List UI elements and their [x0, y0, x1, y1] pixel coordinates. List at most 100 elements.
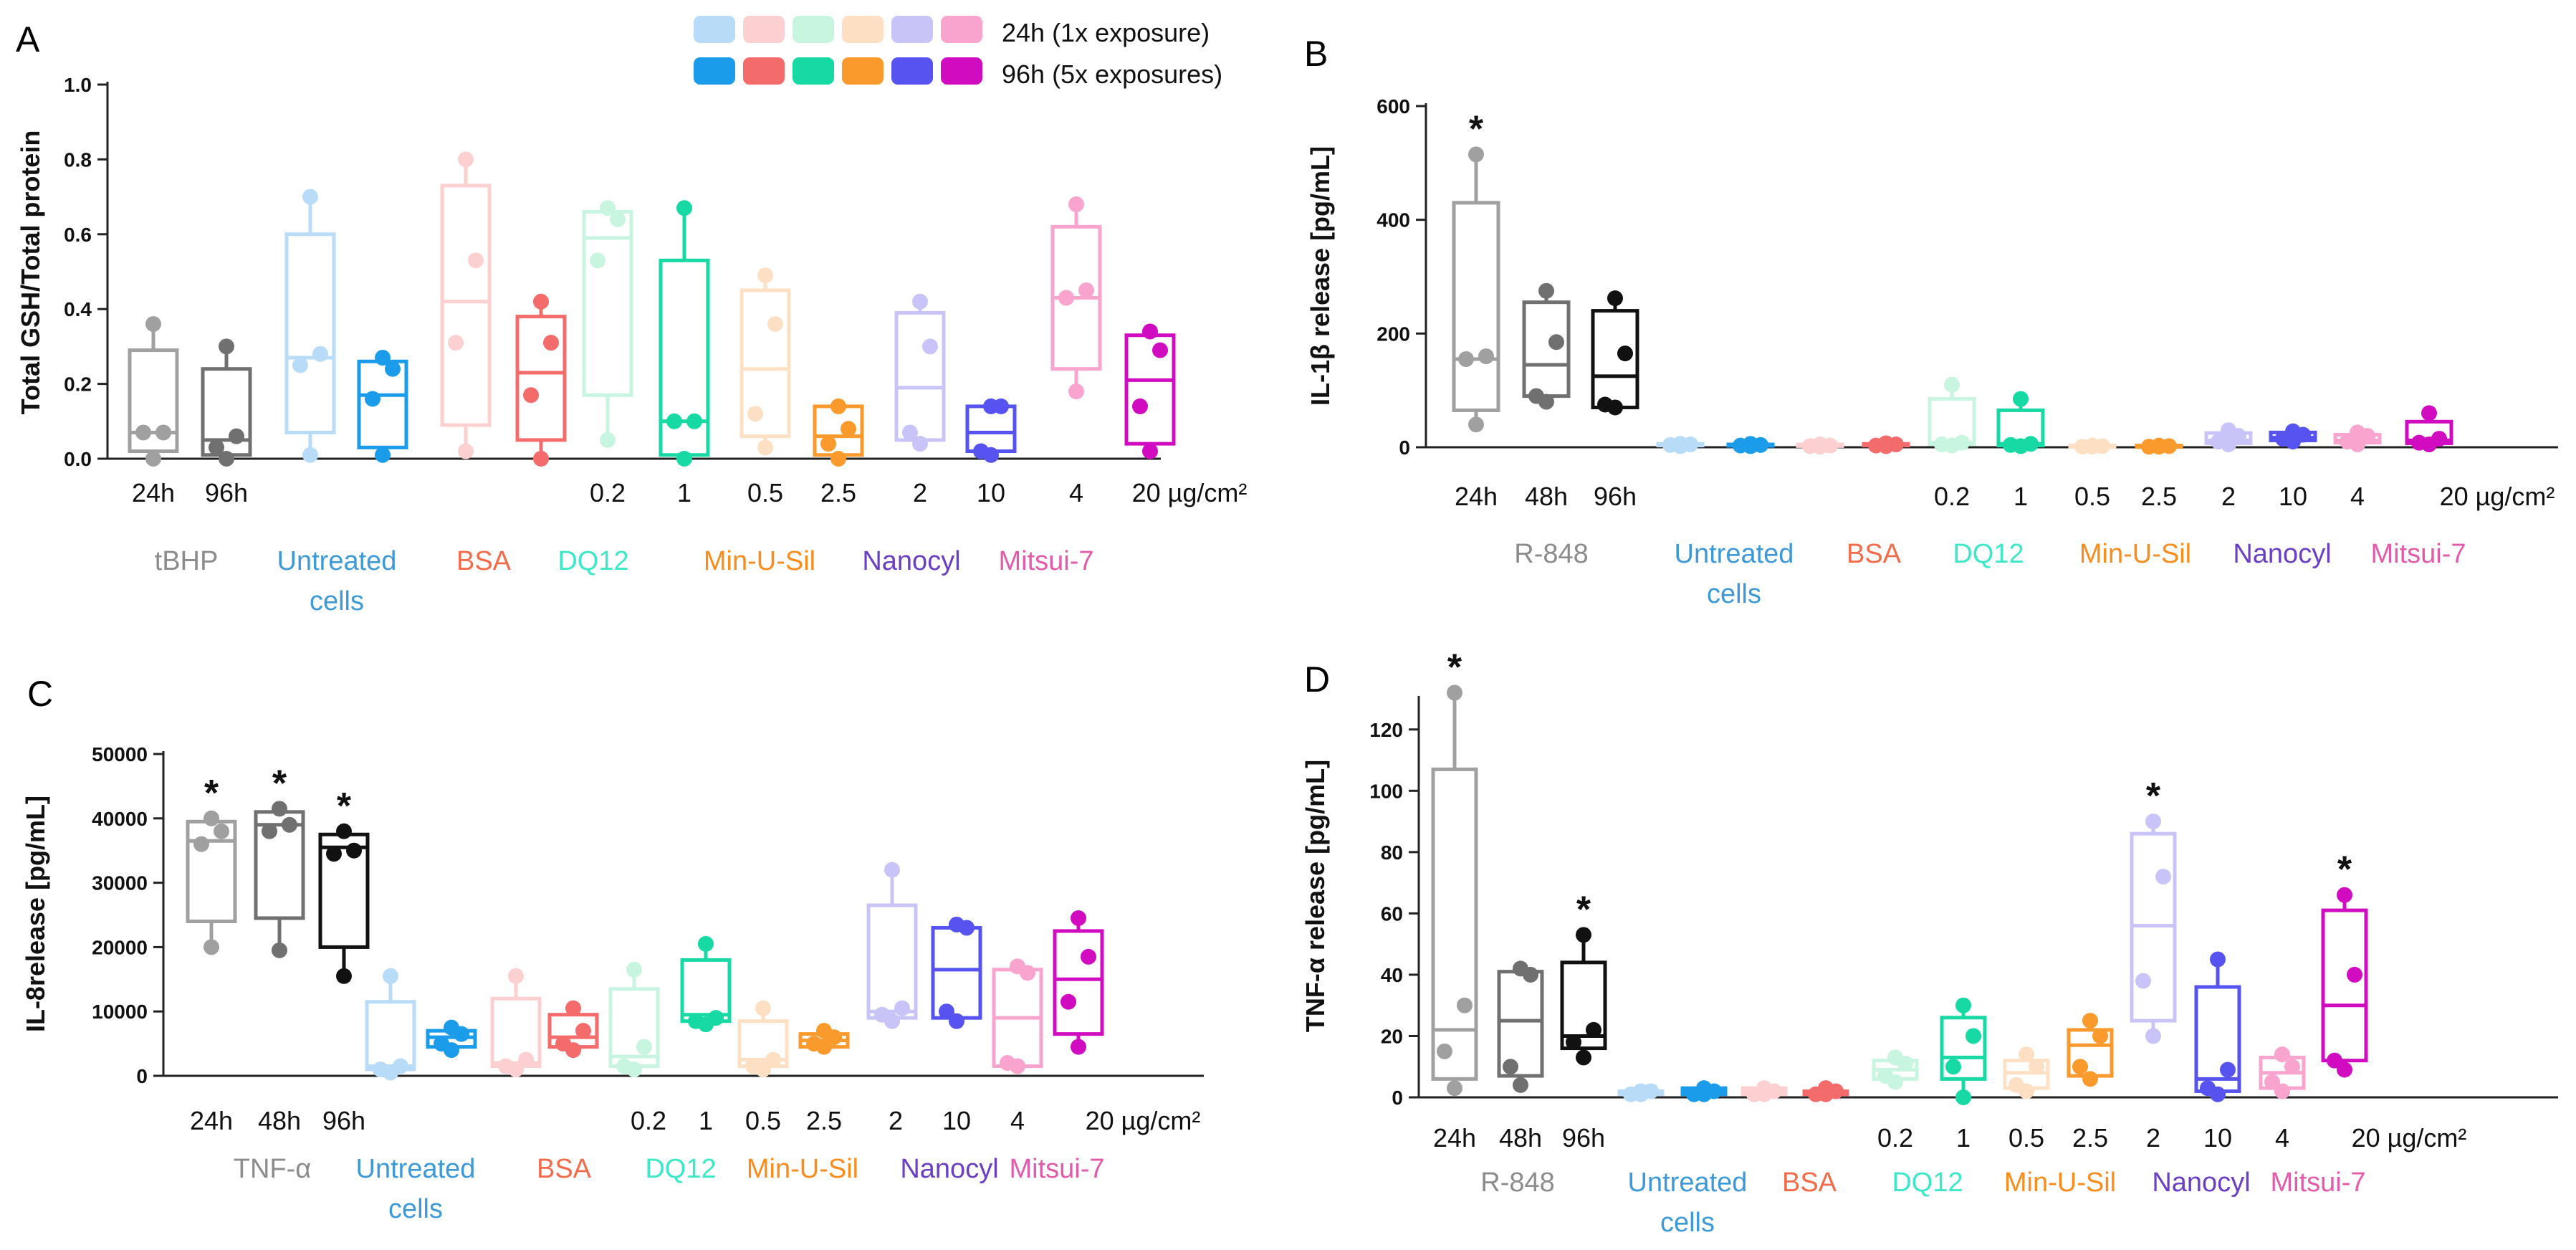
data-point	[922, 338, 938, 355]
legend-swatch-96h	[793, 57, 834, 85]
x-tick-label: 10	[977, 478, 1005, 507]
y-tick-label: 20000	[92, 936, 148, 958]
x-tick-label: 2.5	[2072, 1123, 2108, 1153]
data-point	[1617, 345, 1633, 362]
data-point	[1743, 438, 1758, 454]
data-point	[676, 451, 692, 467]
legend-swatch-96h	[743, 57, 785, 85]
box-plot	[2204, 422, 2253, 453]
x-tick-label: 10	[2203, 1123, 2232, 1153]
group-label: Mitsui-7	[2370, 539, 2466, 569]
significance-star: *	[1469, 108, 1484, 150]
x-tick-label: 0.5	[2008, 1123, 2044, 1153]
data-point	[444, 1042, 459, 1059]
data-point	[959, 920, 975, 936]
data-point	[2013, 391, 2029, 407]
group-label: Nanocyl	[900, 1154, 998, 1184]
data-point	[2210, 1086, 2226, 1102]
box-plot	[1617, 1083, 1665, 1102]
data-point	[2285, 434, 2301, 450]
data-point	[2221, 436, 2236, 453]
data-point	[543, 335, 559, 351]
data-point	[2019, 1083, 2034, 1099]
data-point	[1955, 1089, 1971, 1105]
x-tick-label: 4	[2275, 1123, 2289, 1153]
x-tick-label: 4	[2350, 482, 2365, 511]
group-label: Min-U-Sil	[747, 1154, 858, 1184]
group-label: DQ12	[557, 546, 628, 576]
data-point	[1503, 1059, 1518, 1075]
box-rect	[739, 288, 791, 439]
group-label: cells	[310, 586, 364, 616]
box-plot	[128, 316, 179, 467]
data-point	[2274, 1046, 2290, 1063]
data-point	[468, 252, 484, 269]
legend-row-24h	[694, 16, 982, 43]
data-point	[204, 810, 219, 826]
significance-star: *	[2146, 776, 2161, 817]
box-plot	[1862, 435, 1910, 454]
box-plot	[2068, 437, 2117, 455]
data-point	[912, 293, 928, 310]
box-plot	[1928, 376, 1976, 454]
data-point	[1586, 1021, 1601, 1038]
box-plot	[2194, 951, 2241, 1102]
legend-row-96h	[694, 57, 982, 85]
x-tick-label: 20 µg/cm²	[2352, 1123, 2467, 1153]
y-tick-label: 30000	[92, 872, 148, 894]
data-point	[1548, 334, 1564, 350]
data-point	[626, 1061, 642, 1078]
y-tick-label: 400	[1376, 209, 1410, 232]
data-point	[1060, 993, 1076, 1010]
box-rect	[680, 958, 732, 1024]
data-point	[272, 942, 287, 958]
data-point	[282, 816, 297, 833]
data-point	[1955, 997, 1971, 1013]
data-point	[518, 1051, 534, 1068]
box-plot	[440, 151, 492, 459]
y-tick-label: 0.2	[64, 373, 92, 396]
data-point	[1457, 997, 1473, 1013]
data-point	[1538, 282, 1554, 299]
y-tick-label: 0	[136, 1065, 148, 1087]
x-tick-label: 24h	[190, 1106, 233, 1135]
data-point	[949, 1013, 964, 1029]
data-point	[2337, 887, 2352, 903]
data-point	[2274, 1083, 2290, 1099]
legend-label-24h: 24h (1x exposure)	[1002, 18, 1210, 47]
data-point	[272, 801, 287, 817]
x-tick-label: 0.5	[2074, 482, 2110, 511]
data-point	[385, 361, 401, 377]
data-point	[912, 436, 928, 452]
data-point	[2013, 438, 2029, 454]
x-tick-label: 2	[889, 1106, 903, 1135]
box-rect	[201, 367, 252, 457]
data-point	[2029, 1059, 2044, 1075]
data-point	[375, 350, 391, 366]
significance-star: *	[1576, 889, 1591, 930]
box-plot	[1050, 196, 1102, 400]
box-plot	[1452, 146, 1500, 433]
box-plot	[894, 293, 946, 452]
data-point	[533, 451, 549, 467]
group-label: tBHP	[155, 546, 219, 576]
group-label: Nanocyl	[862, 546, 960, 576]
x-tick-label: 48h	[1499, 1123, 1542, 1153]
data-point	[600, 200, 616, 216]
y-tick-label: 0.6	[64, 224, 92, 246]
box-plot	[1796, 436, 1844, 455]
data-point	[1607, 399, 1623, 416]
group-label: BSA	[1782, 1168, 1837, 1198]
box-plot	[201, 338, 252, 467]
data-point	[292, 357, 308, 373]
box-plot	[2130, 814, 2177, 1044]
data-point	[2155, 869, 2171, 885]
data-point	[1068, 196, 1084, 213]
box-plot	[2135, 437, 2183, 455]
x-tick-label: 24h	[1433, 1123, 1476, 1153]
data-point	[2284, 1059, 2300, 1075]
data-point	[1944, 376, 1960, 393]
group-label: BSA	[456, 546, 512, 576]
group-label: Min-U-Sil	[2004, 1168, 2116, 1198]
